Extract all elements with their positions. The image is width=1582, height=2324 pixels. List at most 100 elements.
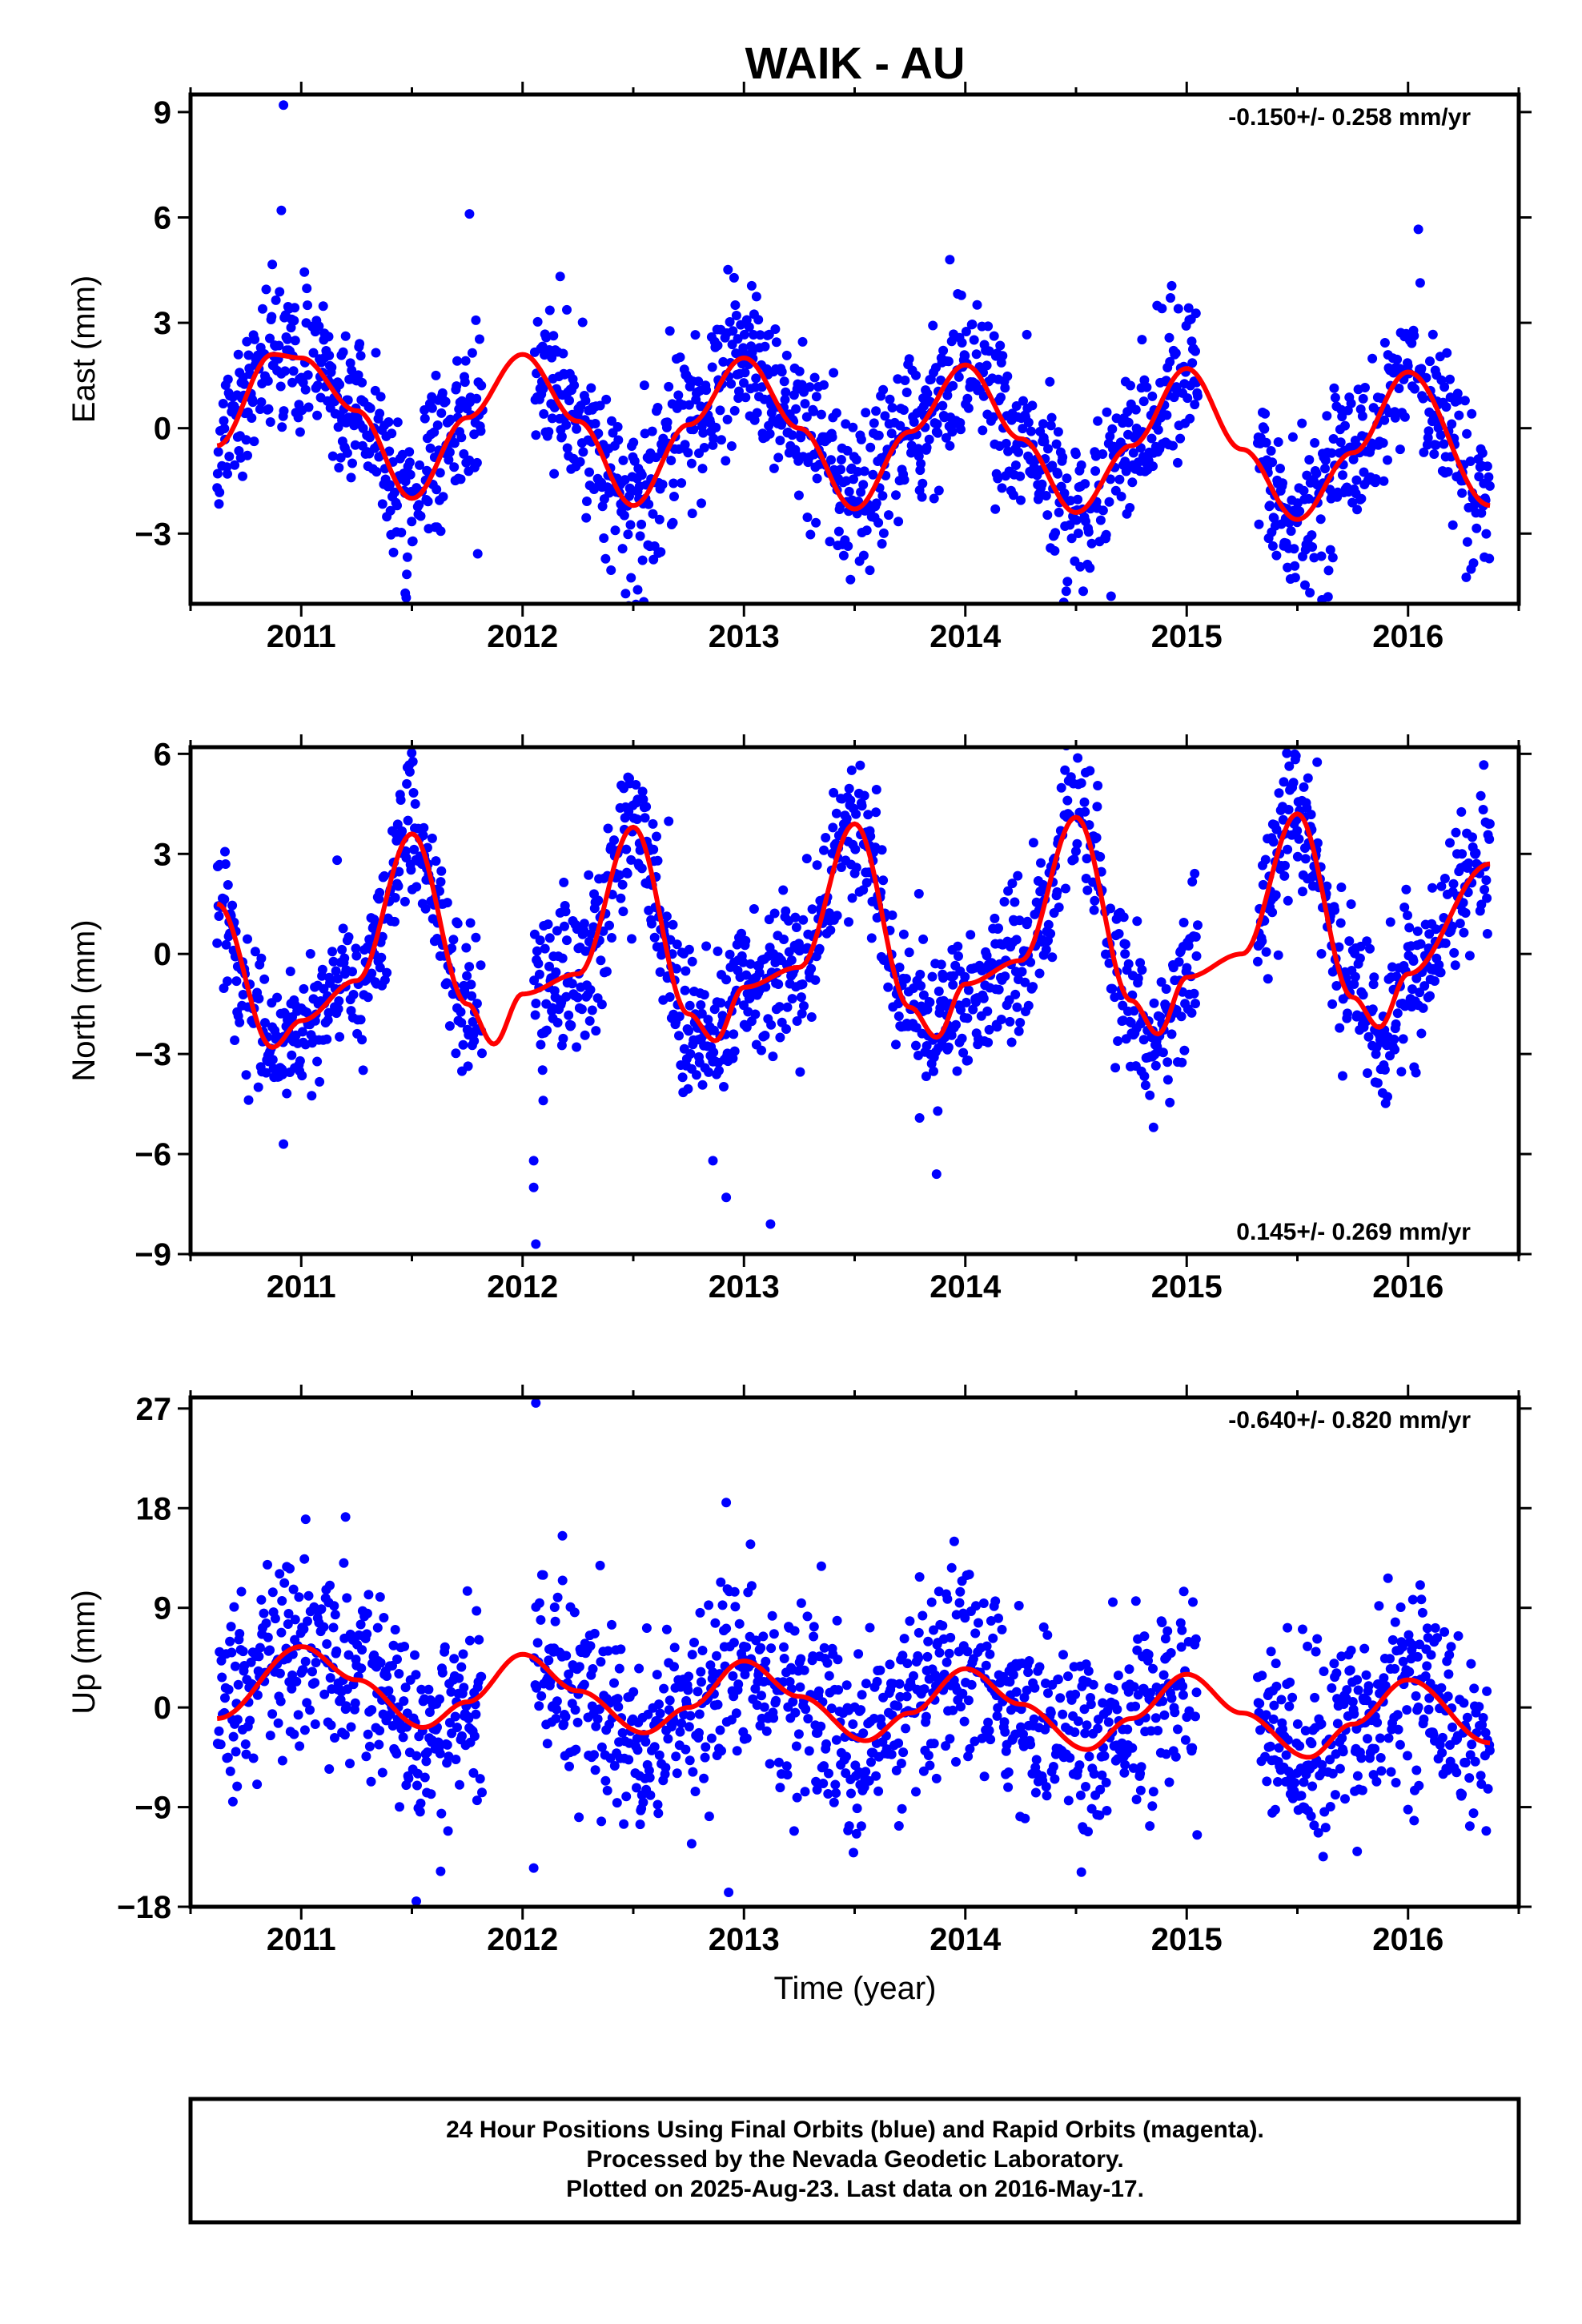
data-point xyxy=(396,795,406,805)
outlier-point xyxy=(436,1866,446,1876)
data-point xyxy=(1129,1006,1139,1016)
data-point xyxy=(472,1795,482,1806)
data-point xyxy=(652,403,663,412)
data-point xyxy=(254,1651,264,1662)
data-point xyxy=(985,1649,995,1659)
data-point xyxy=(1437,1747,1447,1758)
data-point xyxy=(345,358,355,368)
data-point xyxy=(779,1642,789,1652)
data-point xyxy=(1349,1709,1359,1719)
data-point xyxy=(466,979,476,990)
data-point xyxy=(960,1613,970,1623)
data-point xyxy=(1318,1852,1328,1862)
data-point xyxy=(1050,1774,1060,1784)
data-point xyxy=(1060,765,1070,775)
data-point xyxy=(686,458,697,468)
data-point xyxy=(886,428,897,439)
data-point xyxy=(893,1011,904,1021)
data-point xyxy=(452,919,463,929)
data-point xyxy=(457,396,467,406)
y-tick-label: 6 xyxy=(154,737,171,772)
data-point xyxy=(1481,529,1492,539)
data-point xyxy=(761,1726,772,1736)
data-point xyxy=(1444,1650,1455,1660)
data-point xyxy=(467,348,477,358)
data-point xyxy=(781,387,791,397)
x-tick-label: 2014 xyxy=(930,619,1002,654)
data-point xyxy=(602,1785,612,1795)
data-point xyxy=(1071,515,1082,525)
data-point xyxy=(932,419,942,429)
data-point xyxy=(452,381,462,392)
data-point xyxy=(600,553,611,564)
data-point xyxy=(1283,1622,1293,1633)
data-point xyxy=(312,410,323,420)
data-point xyxy=(726,1715,737,1725)
data-point xyxy=(801,854,812,864)
data-point xyxy=(749,904,759,914)
data-point xyxy=(1414,1780,1424,1791)
data-point xyxy=(1325,1802,1335,1811)
data-point xyxy=(1419,447,1429,457)
data-point xyxy=(946,1632,956,1642)
data-point xyxy=(793,490,804,501)
data-point xyxy=(632,1783,641,1793)
data-point xyxy=(801,412,812,422)
data-point xyxy=(412,882,422,892)
data-point xyxy=(765,428,775,439)
data-point xyxy=(915,969,926,979)
data-point xyxy=(1022,1685,1032,1695)
data-point xyxy=(715,1725,725,1735)
data-point xyxy=(871,498,881,509)
data-point xyxy=(1316,1719,1327,1729)
data-point xyxy=(444,455,454,465)
x-tick-label: 2015 xyxy=(1151,619,1223,654)
data-point xyxy=(622,868,632,879)
data-point xyxy=(894,1679,905,1689)
data-point xyxy=(1191,1634,1201,1644)
data-point xyxy=(1367,353,1378,364)
data-point xyxy=(1018,396,1028,406)
data-point xyxy=(795,1067,805,1077)
data-point xyxy=(1325,545,1335,555)
data-point xyxy=(1162,410,1172,420)
data-point xyxy=(654,1699,664,1710)
data-point xyxy=(1282,748,1292,758)
data-point xyxy=(1030,1683,1040,1693)
data-point xyxy=(436,1808,447,1819)
data-point xyxy=(467,991,477,1001)
data-point xyxy=(1396,1067,1407,1077)
data-point xyxy=(408,757,418,766)
data-point xyxy=(1287,1692,1298,1703)
data-point xyxy=(887,403,897,413)
data-point xyxy=(741,935,751,946)
data-point xyxy=(983,1037,994,1047)
data-point xyxy=(303,1590,314,1601)
data-point xyxy=(995,340,1006,351)
data-point xyxy=(961,327,971,336)
data-point xyxy=(1003,886,1014,896)
data-point xyxy=(248,1753,259,1763)
data-point xyxy=(1298,1624,1307,1634)
data-point xyxy=(1478,805,1488,814)
data-point xyxy=(1383,1092,1392,1102)
data-point xyxy=(1425,356,1435,367)
data-point xyxy=(1139,1071,1150,1081)
data-point xyxy=(476,1671,487,1682)
data-point xyxy=(536,1691,547,1701)
data-point xyxy=(724,1888,734,1897)
data-point xyxy=(800,399,810,409)
data-point xyxy=(1166,1029,1177,1039)
data-point xyxy=(299,1624,309,1634)
data-point xyxy=(601,967,612,977)
data-point xyxy=(1476,1779,1487,1789)
data-point xyxy=(1158,1670,1169,1680)
data-point xyxy=(628,437,639,448)
data-point xyxy=(1476,790,1486,801)
data-point xyxy=(1481,1826,1492,1836)
outlier-point xyxy=(400,588,411,598)
data-point xyxy=(729,1046,740,1056)
data-point xyxy=(956,1702,966,1712)
data-point xyxy=(1415,278,1425,288)
data-point xyxy=(1431,440,1441,450)
